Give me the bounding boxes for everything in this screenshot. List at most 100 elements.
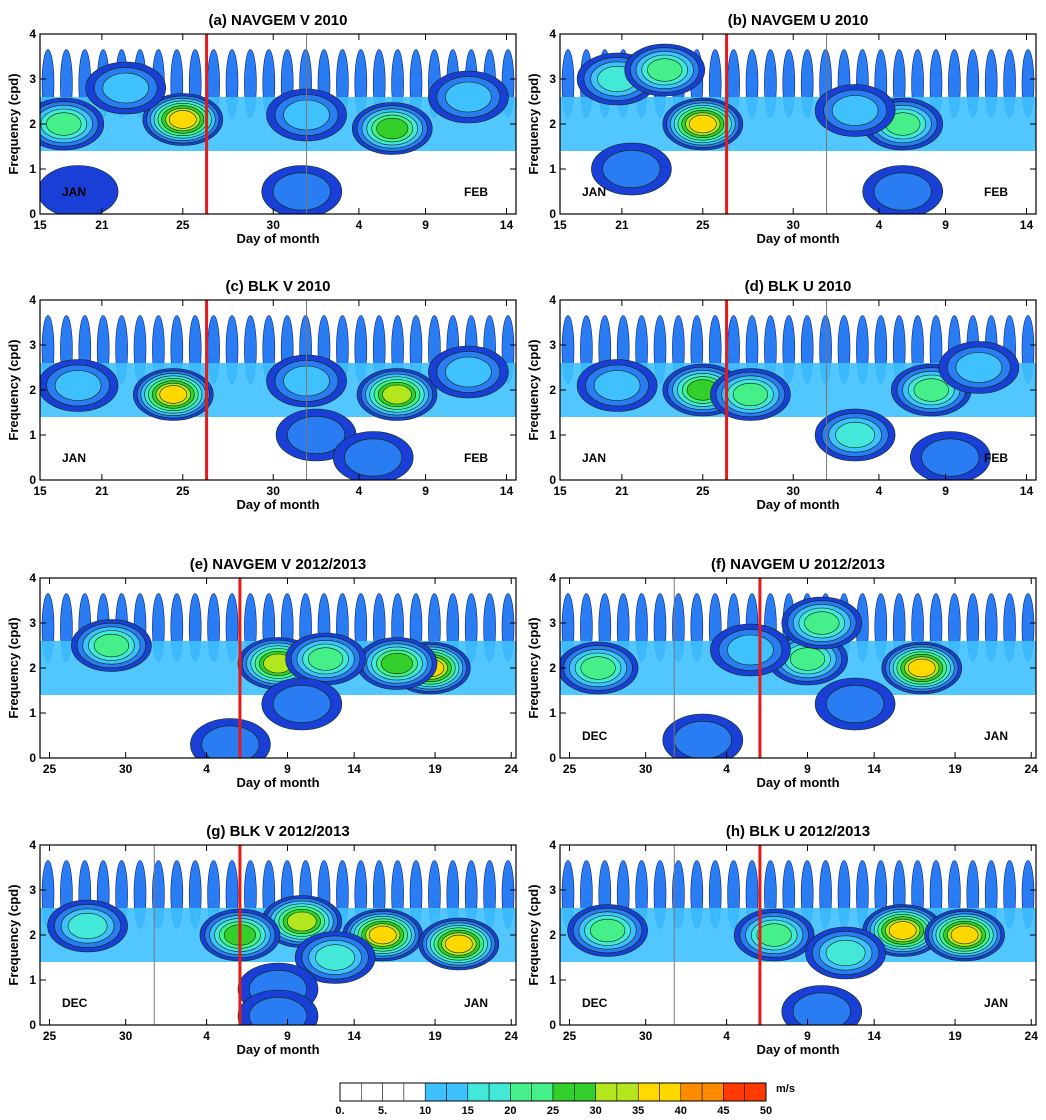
contour-blob: [727, 634, 774, 666]
contour-blob: [445, 81, 492, 113]
x-axis-label: Day of month: [756, 497, 839, 512]
month-label: FEB: [464, 185, 488, 199]
contour-blob: [382, 384, 412, 405]
month-label: JAN: [582, 451, 606, 465]
contour-blob: [907, 658, 936, 678]
contour-blob: [825, 939, 866, 967]
x-tick-label: 4: [356, 218, 363, 232]
contour-blob: [315, 944, 356, 971]
month-label: FEB: [984, 451, 1008, 465]
contour-blob: [792, 992, 851, 1025]
colorbar-swatch: [446, 1082, 469, 1102]
colorbar-swatch: [382, 1082, 405, 1102]
contour-field: [40, 34, 516, 214]
y-tick-label: 0: [549, 207, 556, 221]
y-tick-label: 4: [29, 571, 36, 585]
y-tick-label: 1: [549, 973, 556, 987]
y-tick-label: 3: [29, 72, 36, 86]
contour-blob: [168, 110, 197, 129]
colorbar-tick-label: 25: [547, 1105, 559, 1117]
colorbar-tick-label: 45: [717, 1105, 729, 1117]
y-tick-label: 0: [29, 207, 36, 221]
contour-blob: [376, 117, 409, 140]
y-tick-label: 4: [549, 27, 556, 41]
x-tick-label: 9: [942, 484, 949, 498]
colorbar-swatch: [339, 1082, 362, 1102]
x-tick-label: 24: [1025, 762, 1039, 776]
y-tick-label: 1: [29, 973, 36, 987]
x-tick-label: 19: [948, 1029, 962, 1043]
contour-blob: [789, 647, 826, 671]
panel-a: (a) NAVGEM V 2010 0 1 2 3 4 15 21 25 30 4 9 14 Day of…: [6, 12, 517, 246]
y-tick-label: 1: [29, 428, 36, 442]
x-tick-label: 4: [356, 484, 363, 498]
colorbar-swatch: [403, 1082, 426, 1102]
colorbar-tick-label: 5.: [378, 1105, 387, 1117]
contour-blob: [602, 150, 661, 188]
colorbar-tick-label: 35: [632, 1105, 644, 1117]
contour-blob: [873, 172, 932, 211]
y-tick-label: 1: [29, 706, 36, 720]
colorbar-swatch: [510, 1082, 532, 1102]
colorbar-unit-label: m/s: [776, 1083, 795, 1095]
y-tick-label: 4: [29, 27, 36, 41]
colorbar-swatch: [595, 1082, 618, 1102]
contour-blob: [826, 685, 885, 723]
contour-blob: [955, 352, 1003, 383]
panel-title: (d) BLK U 2010: [745, 278, 852, 295]
panel-h: (h) BLK U 2012/2013 0 1 2 3 4 25 30 4 9 14 19 24 Day …: [526, 823, 1038, 1057]
contour-blob: [307, 647, 344, 671]
x-tick-label: 25: [43, 762, 57, 776]
x-tick-label: 25: [696, 484, 710, 498]
month-label: DEC: [582, 996, 608, 1010]
x-tick-label: 25: [563, 1029, 577, 1043]
panel-title: (a) NAVGEM V 2010: [209, 12, 348, 29]
y-tick-label: 2: [29, 661, 36, 675]
contour-blob: [804, 611, 840, 635]
x-axis-label: Day of month: [756, 231, 839, 246]
x-tick-label: 30: [267, 218, 281, 232]
x-axis-label: Day of month: [756, 1042, 839, 1057]
colorbar-tick-label: 20: [504, 1105, 516, 1117]
contour-blob: [272, 172, 331, 211]
x-tick-label: 15: [33, 218, 47, 232]
x-tick-label: 19: [428, 1029, 442, 1043]
colorbar-swatch: [744, 1082, 767, 1102]
x-axis-label: Day of month: [236, 1042, 319, 1057]
x-tick-label: 30: [119, 1029, 133, 1043]
y-tick-label: 2: [549, 661, 556, 675]
y-tick-label: 4: [29, 293, 36, 307]
x-tick-label: 14: [347, 1029, 361, 1043]
y-tick-label: 0: [29, 1018, 36, 1032]
x-tick-label: 15: [553, 484, 567, 498]
x-tick-label: 4: [723, 762, 730, 776]
y-axis-label: Frequency (cpd): [6, 339, 21, 440]
y-tick-label: 3: [549, 338, 556, 352]
contour-field: [560, 34, 1036, 214]
x-tick-label: 9: [284, 1029, 291, 1043]
y-tick-label: 4: [29, 838, 36, 852]
colorbar-tick-label: 15: [462, 1105, 474, 1117]
x-tick-label: 14: [1020, 218, 1034, 232]
y-tick-label: 1: [29, 162, 36, 176]
colorbar-swatch: [531, 1082, 554, 1102]
colorbar-frame: [339, 1082, 767, 1102]
panel-c: (c) BLK V 2010 0 1 2 3 4 15 21 25 30 4 9 14 Day of mo…: [6, 278, 517, 512]
contour-blob: [40, 165, 119, 214]
x-axis-label: Day of month: [236, 497, 319, 512]
y-tick-label: 2: [549, 117, 556, 131]
colorbar-swatch: [488, 1082, 511, 1102]
contour-blob: [54, 370, 102, 401]
x-tick-label: 15: [553, 218, 567, 232]
x-tick-label: 14: [500, 218, 514, 232]
colorbar-swatch: [361, 1082, 383, 1102]
panel-f: (f) NAVGEM U 2012/2013 0 1 2 3 4 25 30 4 9 14 19 24 D…: [526, 556, 1038, 790]
colorbar-swatch: [680, 1082, 703, 1102]
contour-blob: [93, 633, 130, 658]
x-tick-label: 9: [422, 484, 429, 498]
y-axis-label: Frequency (cpd): [526, 339, 541, 440]
contour-field: [560, 578, 1036, 758]
panel-title: (b) NAVGEM U 2010: [728, 12, 869, 29]
month-label: JAN: [984, 729, 1008, 743]
